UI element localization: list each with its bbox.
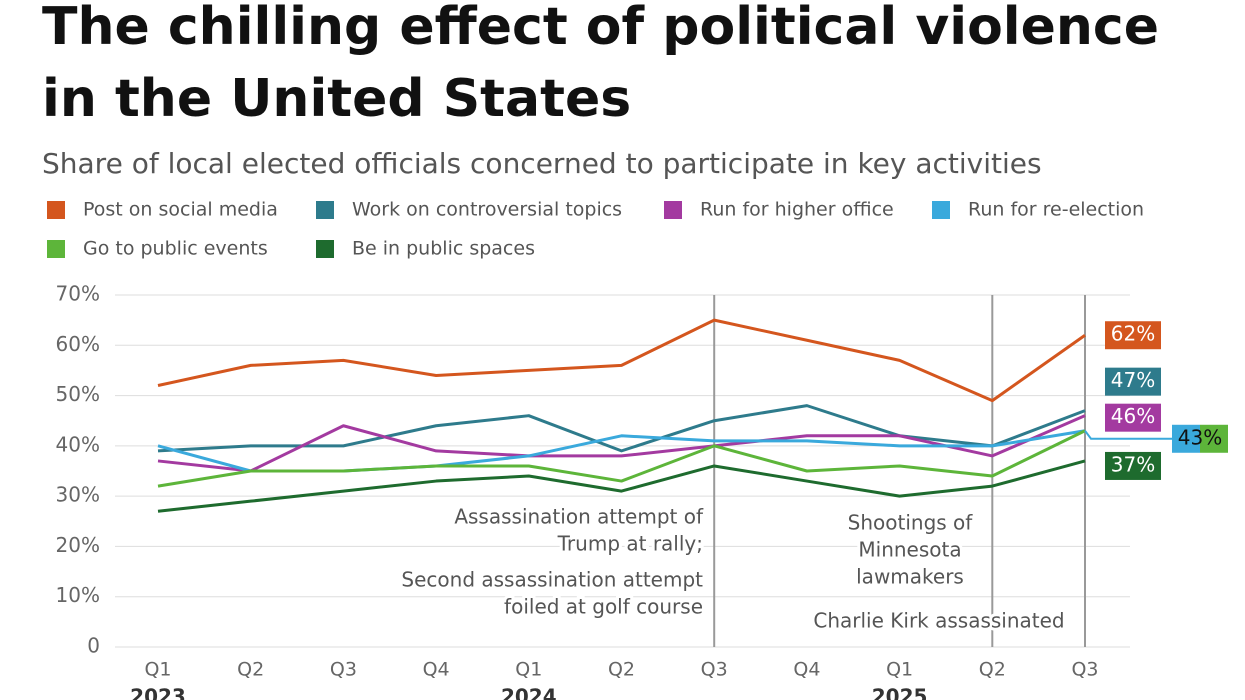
year-label: 2023	[130, 685, 186, 700]
label-box	[1105, 403, 1161, 432]
annotation: Second assassination attempt	[401, 568, 703, 592]
year-label: 2024	[501, 685, 557, 700]
y-tick-label: 20%	[56, 533, 100, 557]
series-line	[157, 404, 1086, 453]
value-label: 62%	[1111, 322, 1155, 346]
series-line	[157, 459, 1086, 513]
legend-label: Post on social media	[83, 199, 278, 221]
chart-title: The chilling effect of political violenc…	[42, 0, 1159, 57]
y-tick-label: 60%	[56, 332, 100, 356]
x-tick-label: Q2	[608, 659, 635, 681]
x-tick-label: Q1	[886, 659, 913, 681]
legend-swatch	[316, 240, 334, 258]
annotation: lawmakers	[856, 565, 964, 589]
x-tick-label: Q3	[1071, 659, 1098, 681]
series-line	[157, 414, 1086, 473]
annotation: Trump at rally;	[557, 532, 703, 556]
y-tick-label: 40%	[56, 432, 100, 456]
annotation: Assassination attempt of	[454, 505, 704, 529]
legend-swatch	[664, 201, 682, 219]
legend-swatch	[316, 201, 334, 219]
label-leader	[1084, 430, 1172, 440]
label-box	[1105, 321, 1161, 350]
label-box	[1172, 424, 1228, 453]
series-line	[157, 318, 1086, 403]
value-label: 46%	[1111, 404, 1155, 428]
x-tick-label: Q2	[979, 659, 1006, 681]
value-label: 43%	[1178, 425, 1222, 449]
x-tick-label: Q3	[701, 659, 728, 681]
label-box	[1105, 367, 1161, 396]
year-label: 2025	[872, 685, 928, 700]
y-tick-label: 30%	[56, 483, 100, 507]
series-line	[157, 429, 1086, 488]
legend-label: Run for higher office	[700, 199, 894, 221]
annotation: Shootings of	[848, 511, 974, 535]
y-tick-label: 0	[87, 634, 100, 658]
x-tick-label: Q4	[793, 659, 820, 681]
annotation: Minnesota	[858, 538, 961, 562]
legend-label: Go to public events	[83, 238, 268, 260]
value-label: 47%	[1111, 368, 1155, 392]
legend-label: Run for re-election	[968, 199, 1144, 221]
label-box	[1105, 451, 1161, 480]
annotation: foiled at golf course	[504, 595, 703, 619]
subtitle: Share of local elected officials concern…	[42, 147, 1042, 180]
x-tick-label: Q1	[144, 659, 171, 681]
legend-swatch	[932, 201, 950, 219]
y-tick-label: 70%	[56, 282, 100, 306]
x-tick-label: Q2	[237, 659, 264, 681]
annotation: Charlie Kirk assassinated	[813, 609, 1064, 633]
x-tick-label: Q1	[515, 659, 542, 681]
legend-swatch	[47, 240, 65, 258]
x-tick-label: Q3	[330, 659, 357, 681]
y-tick-label: 10%	[56, 583, 100, 607]
value-label: 37%	[1111, 452, 1155, 476]
y-tick-label: 50%	[56, 382, 100, 406]
legend-label: Work on controversial topics	[352, 199, 622, 221]
x-tick-label: Q4	[423, 659, 450, 681]
legend-swatch	[47, 201, 65, 219]
chart-title: in the United States	[42, 69, 631, 129]
legend-label: Be in public spaces	[352, 238, 535, 260]
